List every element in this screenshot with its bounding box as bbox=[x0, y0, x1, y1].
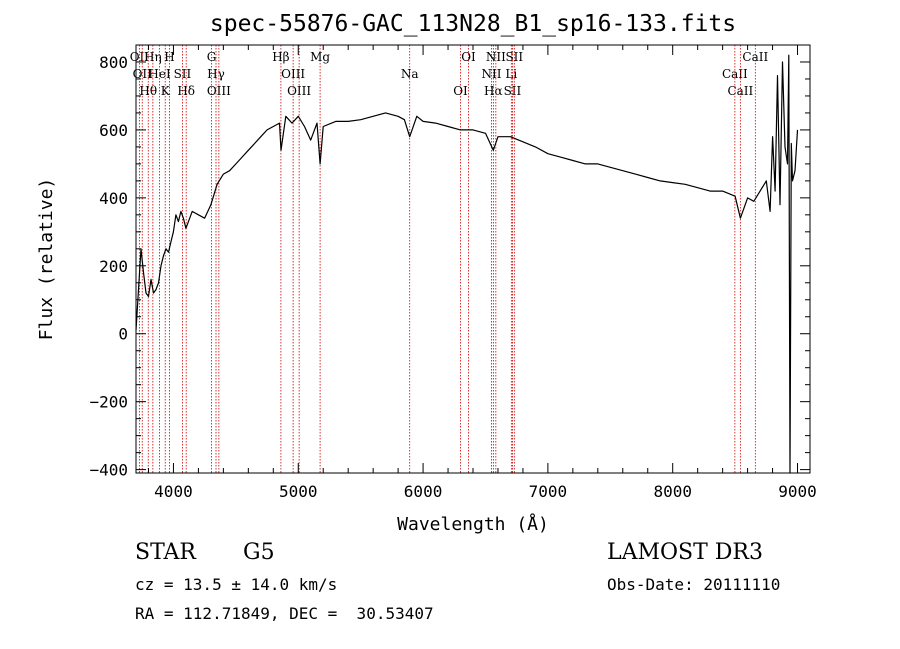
ra-dec-coordinates: RA = 112.71849, DEC = 30.53407 bbox=[135, 604, 434, 623]
spectral-line-label: NII bbox=[486, 50, 506, 64]
spectral-line-label: Hγ bbox=[207, 67, 225, 81]
spectral-line-label: Na bbox=[401, 67, 419, 81]
spectral-line-label: Hα bbox=[484, 84, 503, 98]
spectral-line-label: Hη bbox=[144, 50, 162, 64]
y-tick-label: 200 bbox=[99, 257, 128, 276]
spectral-line-label: OIII bbox=[207, 84, 231, 98]
spectral-line-label: Hβ bbox=[272, 50, 289, 64]
observation-date: Obs-Date: 20111110 bbox=[607, 575, 781, 594]
x-axis-label: Wavelength (Å) bbox=[397, 513, 549, 535]
x-tick-label: 7000 bbox=[529, 482, 568, 501]
spectral-line-label: OI bbox=[461, 50, 476, 64]
spectral-line-label: K bbox=[161, 84, 171, 98]
x-tick-label: 5000 bbox=[279, 482, 318, 501]
spectral-line-label: CaII bbox=[727, 84, 753, 98]
spectral-line-label: OIII bbox=[287, 84, 311, 98]
spectral-line-label: NII bbox=[481, 67, 501, 81]
spectral-line-label: HeI bbox=[148, 67, 171, 81]
object-subclass: G5 bbox=[243, 540, 275, 565]
spectral-line-label: H bbox=[164, 50, 174, 64]
object-class: STAR bbox=[135, 540, 196, 565]
spectral-line-label: G bbox=[207, 50, 217, 64]
spectral-line-label: Li bbox=[505, 67, 517, 81]
survey-name: LAMOST DR3 bbox=[607, 540, 763, 565]
y-tick-label: 600 bbox=[99, 121, 128, 140]
y-tick-label: −200 bbox=[89, 393, 128, 412]
spectral-line-label: OI bbox=[453, 84, 468, 98]
x-tick-label: 9000 bbox=[778, 482, 817, 501]
spectral-line-label: SII bbox=[504, 84, 522, 98]
x-tick-label: 4000 bbox=[154, 482, 193, 501]
spectral-line-label: OII bbox=[133, 67, 153, 81]
spectral-line-label: SII bbox=[174, 67, 192, 81]
spectral-line-label: CaII bbox=[742, 50, 768, 64]
spectral-line-label: SII bbox=[505, 50, 523, 64]
y-tick-label: 400 bbox=[99, 189, 128, 208]
spectral-line-label: CaII bbox=[722, 67, 748, 81]
y-tick-label: 0 bbox=[118, 325, 128, 344]
spectral-line-label: OIII bbox=[281, 67, 305, 81]
x-tick-label: 8000 bbox=[653, 482, 692, 501]
spectral-line-label: Mg bbox=[310, 50, 330, 64]
chart-title: spec-55876-GAC_113N28_B1_sp16-133.fits bbox=[210, 11, 736, 37]
plot-frame bbox=[135, 44, 811, 474]
y-tick-label: −400 bbox=[89, 461, 128, 480]
x-tick-label: 6000 bbox=[404, 482, 443, 501]
y-axis-label: Flux (relative) bbox=[36, 178, 57, 341]
spectral-line-label: OII bbox=[130, 50, 150, 64]
redshift-velocity: cz = 13.5 ± 14.0 km/s bbox=[135, 575, 338, 594]
y-tick-label: 800 bbox=[99, 53, 128, 72]
spectrum-line bbox=[135, 54, 799, 474]
spectral-line-label: Hθ bbox=[139, 84, 157, 98]
spectral-line-label: Hδ bbox=[177, 84, 195, 98]
